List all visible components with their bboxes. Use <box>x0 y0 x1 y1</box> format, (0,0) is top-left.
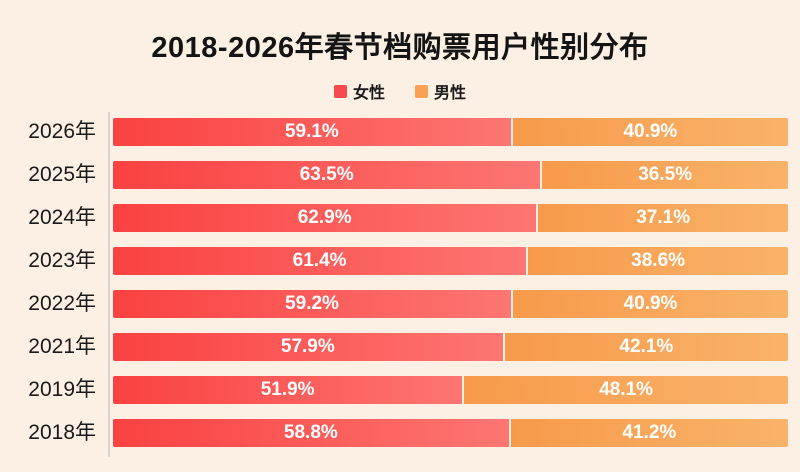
chart-row-2018: 2018年 58.8% 41.2% <box>28 419 788 447</box>
bar-segment-male[interactable]: 36.5% <box>542 161 788 189</box>
bar-value-label: 42.1% <box>619 336 674 357</box>
bar-segment-male[interactable]: 42.1% <box>504 333 788 361</box>
chart-row-2019: 2019年 51.9% 48.1% <box>28 376 788 404</box>
legend-label-male: 男性 <box>434 85 467 102</box>
chart-row-2026: 2026年 59.1% 40.9% <box>28 118 788 146</box>
bar-value-label: 62.9% <box>297 207 352 228</box>
legend-item-male[interactable]: 男性 <box>415 79 466 103</box>
male-color-swatch-icon <box>415 84 428 98</box>
year-axis-label: 2019年 <box>28 378 96 401</box>
bar-value-label: 48.1% <box>599 379 654 400</box>
bar-segment-female[interactable]: 58.8% <box>113 419 509 447</box>
female-color-swatch-icon <box>333 84 347 98</box>
bar-value-label: 51.9% <box>260 379 315 400</box>
bar-value-label: 37.1% <box>636 207 691 228</box>
bar-value-label: 36.5% <box>638 164 693 185</box>
bar-value-label: 59.2% <box>285 293 339 314</box>
bar-track: 58.8% 41.2% <box>113 419 788 447</box>
bar-track: 57.9% 42.1% <box>113 333 788 361</box>
bar-track: 63.5% 36.5% <box>113 161 788 189</box>
year-axis-label: 2024年 <box>28 206 96 229</box>
bar-track: 62.9% 37.1% <box>113 204 788 232</box>
bar-segment-female[interactable]: 61.4% <box>113 247 527 275</box>
bar-segment-male[interactable]: 37.1% <box>538 204 788 232</box>
bar-segment-female[interactable]: 51.9% <box>113 376 463 404</box>
chart-row-2021: 2021年 57.9% 42.1% <box>28 333 788 361</box>
bar-value-label: 59.1% <box>284 121 339 142</box>
bar-value-label: 40.9% <box>623 121 678 142</box>
bar-track: 59.2% 40.9% <box>113 290 788 318</box>
bar-segment-female[interactable]: 59.1% <box>113 118 511 146</box>
bar-segment-female[interactable]: 62.9% <box>113 204 537 232</box>
bar-track: 61.4% 38.6% <box>113 247 788 275</box>
bar-track: 51.9% 48.1% <box>113 376 788 404</box>
bar-track: 59.1% 40.9% <box>113 118 788 146</box>
chart-row-2022: 2022年 59.2% 40.9% <box>28 290 788 318</box>
bar-segment-female[interactable]: 59.2% <box>113 290 512 318</box>
bar-segment-female[interactable]: 57.9% <box>113 333 503 361</box>
stacked-bar-chart: 2026年 59.1% 40.9% 2025年 63.5% 36.5% 2024… <box>0 112 800 457</box>
bar-segment-male[interactable]: 38.6% <box>528 247 788 275</box>
year-axis-label: 2025年 <box>28 163 96 186</box>
bar-value-label: 63.5% <box>299 164 354 185</box>
plot-area: 2026年 59.1% 40.9% 2025年 63.5% 36.5% 2024… <box>28 112 788 457</box>
year-axis-label: 2022年 <box>28 292 96 315</box>
bar-value-label: 57.9% <box>280 336 335 357</box>
year-axis-label: 2018年 <box>28 421 96 444</box>
bar-value-label: 41.2% <box>622 422 677 443</box>
bar-segment-male[interactable]: 48.1% <box>464 376 788 404</box>
chart-title: 2018-2026年春节档购票用户性别分布 <box>151 32 649 64</box>
year-axis-label: 2023年 <box>28 249 96 272</box>
year-axis-label: 2021年 <box>28 335 96 358</box>
bar-segment-male[interactable]: 40.9% <box>512 118 788 146</box>
legend: 女性 男性 <box>0 79 800 103</box>
chart-row-2023: 2023年 61.4% 38.6% <box>28 247 788 275</box>
legend-item-female[interactable]: 女性 <box>333 79 385 103</box>
legend-label-female: 女性 <box>352 85 385 102</box>
bar-segment-female[interactable]: 63.5% <box>113 161 541 189</box>
bar-segment-male[interactable]: 41.2% <box>510 419 788 447</box>
bar-value-label: 61.4% <box>292 250 347 271</box>
chart-row-2024: 2024年 62.9% 37.1% <box>28 204 788 232</box>
chart-row-2025: 2025年 63.5% 36.5% <box>28 161 788 189</box>
year-axis-label: 2026年 <box>28 120 96 143</box>
bar-value-label: 40.9% <box>623 293 678 314</box>
bar-value-label: 58.8% <box>283 422 338 443</box>
bar-segment-male[interactable]: 40.9% <box>513 290 788 318</box>
bar-value-label: 38.6% <box>631 250 686 271</box>
